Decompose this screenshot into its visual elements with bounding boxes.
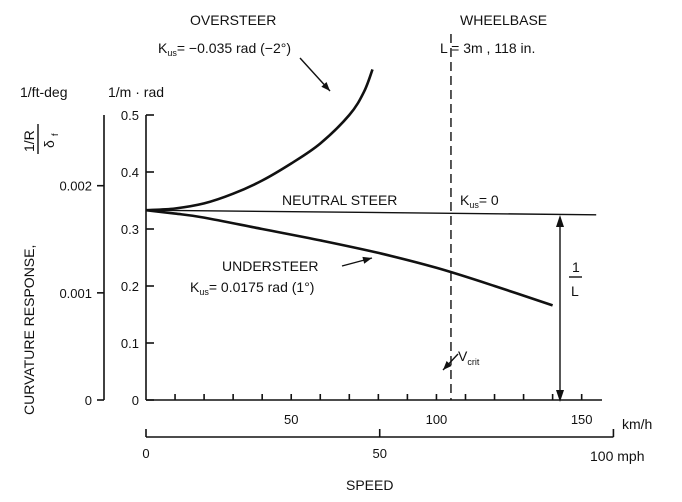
y-metric-tick-label: 0.5 (121, 108, 139, 123)
oversteer-title: OVERSTEER (190, 12, 276, 28)
y-imperial-tick-label: 0 (85, 393, 92, 408)
understeer-title: UNDERSTEER (222, 258, 318, 274)
neutral-k-sub: us (469, 200, 479, 210)
y-metric-tick-label: 0 (132, 393, 139, 408)
understeer-leader-arrow (362, 256, 372, 264)
one-over-l-arrow-top (556, 215, 564, 227)
x-kmh-tick-label: 50 (284, 412, 298, 427)
y-fraction-denominator-sub: f (50, 133, 60, 136)
y-fraction-denominator: δ (41, 140, 57, 148)
y-imperial-unit: 1/ft-deg (20, 84, 67, 100)
y-metric-tick-label: 0.2 (121, 279, 139, 294)
y-metric-tick-label: 0.1 (121, 336, 139, 351)
wheelbase-title: WHEELBASE (460, 12, 547, 28)
understeer-curve (145, 208, 554, 307)
understeer-k: K (190, 279, 200, 295)
y-metric-tick-label: 0.3 (121, 222, 139, 237)
oversteer-value: = −0.035 rad (−2°) (177, 40, 291, 56)
y-metric-unit: 1/m · rad (108, 84, 164, 100)
x-mph-unit: 100 mph (590, 448, 644, 464)
neutral-curve (145, 209, 597, 216)
understeer-value: = 0.0175 rad (1°) (209, 279, 315, 295)
y-axis-label: CURVATURE RESPONSE, (21, 245, 37, 415)
y-metric-tick-label: 0.4 (121, 165, 139, 180)
wheelbase-value: L = 3m , 118 in. (440, 40, 535, 56)
neutral-steer-label: NEUTRAL STEER (282, 192, 397, 208)
neutral-value: = 0 (479, 192, 499, 208)
understeer-k-sub: us (199, 287, 209, 297)
x-mph-tick-label: 50 (372, 446, 386, 461)
one-over-l-denominator: L (571, 283, 579, 299)
oversteer-k: K (158, 40, 168, 56)
x-kmh-unit: km/h (622, 416, 652, 432)
x-kmh-tick-label: 150 (571, 412, 593, 427)
neutral-k: K (460, 192, 470, 208)
vcrit-leader-arrow (443, 361, 452, 370)
y-fraction-numerator: 1/R (21, 130, 37, 152)
axes: 0 0.1 0.2 0.3 0.4 0.5 0 0.001 0.002 50 100 150 0 50 (59, 34, 615, 461)
oversteer-leader-arrow (321, 81, 330, 91)
svg-text:Kus= 0.0175 rad (1°): Kus= 0.0175 rad (1°) (190, 279, 314, 297)
one-over-l-arrow-bottom (556, 390, 564, 402)
vcrit-sub: crit (467, 357, 479, 367)
svg-text:Vcrit: Vcrit (458, 348, 480, 367)
x-kmh-tick-label: 100 (426, 412, 448, 427)
x-mph-tick-label: 0 (142, 446, 149, 461)
svg-text:Kus= 0: Kus= 0 (460, 192, 499, 210)
one-over-l-numerator: 1 (572, 259, 580, 275)
svg-text:NEUTRAL STEER: NEUTRAL STEER (282, 192, 397, 208)
y-imperial-tick-label: 0.002 (59, 179, 92, 194)
series-group (145, 57, 597, 371)
svg-text:Kus= −0.035 rad (−2°): Kus= −0.035 rad (−2°) (158, 40, 291, 58)
y-imperial-tick-label: 0.001 (59, 286, 92, 301)
oversteer-k-sub: us (167, 48, 177, 58)
vcrit-v: V (458, 348, 468, 364)
oversteer-curve (145, 68, 374, 212)
x-axis-label: SPEED (346, 477, 393, 493)
